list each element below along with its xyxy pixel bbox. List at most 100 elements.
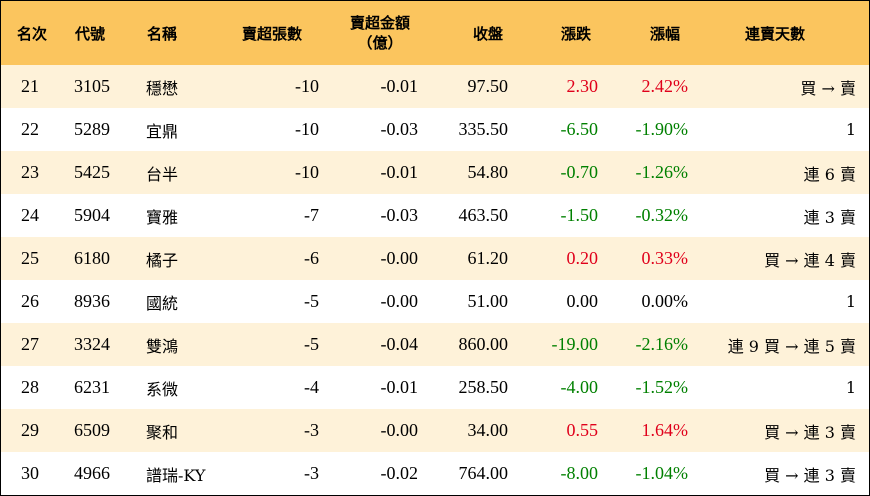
change-cell: 0.00 — [566, 291, 599, 311]
header-code: 代號 — [75, 24, 106, 43]
header-streak: 連賣天數 — [745, 24, 806, 43]
code-cell: 4966 — [74, 463, 110, 483]
close-cell: 764.00 — [458, 463, 509, 483]
lots-cell: -10 — [295, 119, 319, 139]
streak-cell: 1 — [845, 378, 856, 397]
streak-cell: 1 — [845, 292, 856, 311]
lots-cell: -10 — [295, 76, 319, 96]
pct-cell: -0.32% — [635, 205, 689, 225]
pct-cell: -1.26% — [635, 162, 689, 182]
table-row: 25 6180 橘子 -6 -0.00 61.20 0.20 0.33% 買 → 連 4 賣 — [1, 237, 869, 280]
name-cell: 譜瑞-KY — [146, 465, 206, 485]
amount-cell: -0.01 — [380, 162, 419, 182]
lots-cell: -10 — [295, 162, 319, 182]
streak-cell: 買 → 賣 — [800, 78, 856, 98]
name-cell: 國統 — [146, 293, 179, 313]
amount-cell: -0.01 — [380, 76, 419, 96]
lots-cell: -7 — [304, 205, 319, 225]
streak-cell: 買 → 連 3 賣 — [764, 422, 856, 442]
rank-cell: 28 — [21, 377, 39, 397]
close-cell: 61.20 — [467, 248, 509, 268]
amount-cell: -0.04 — [380, 334, 419, 354]
change-cell: -8.00 — [560, 463, 599, 483]
lots-cell: -4 — [304, 377, 319, 397]
rank-cell: 21 — [21, 76, 39, 96]
close-cell: 860.00 — [458, 334, 509, 354]
header-change: 漲跌 — [561, 24, 592, 43]
table-row: 27 3324 雙鴻 -5 -0.04 860.00 -19.00 -2.16% 連 9 買 →… — [1, 323, 869, 366]
streak-cell: 連 6 賣 — [803, 164, 856, 184]
lots-cell: -3 — [304, 463, 319, 483]
change-cell: -1.50 — [560, 205, 599, 225]
code-cell: 5425 — [74, 162, 110, 182]
close-cell: 258.50 — [458, 377, 509, 397]
close-cell: 335.50 — [458, 119, 509, 139]
amount-cell: -0.03 — [380, 119, 419, 139]
pct-cell: -1.04% — [635, 463, 689, 483]
name-cell: 聚和 — [146, 422, 179, 442]
name-cell: 穩懋 — [146, 78, 179, 98]
pct-cell: 0.33% — [641, 248, 689, 268]
table-row: 23 5425 台半 -10 -0.01 54.80 -0.70 -1.26% 連 6 賣 — [1, 151, 869, 194]
pct-cell: 2.42% — [641, 76, 689, 96]
streak-cell: 買 → 連 3 賣 — [764, 465, 856, 485]
table-row: 30 4966 譜瑞-KY -3 -0.02 764.00 -8.00 -1.04% 買 → 連… — [1, 452, 869, 495]
code-cell: 5904 — [74, 205, 110, 225]
name-cell: 寶雅 — [146, 207, 179, 227]
close-cell: 51.00 — [467, 291, 509, 311]
lots-cell: -6 — [304, 248, 319, 268]
change-cell: -19.00 — [551, 334, 599, 354]
code-cell: 6231 — [74, 377, 110, 397]
pct-cell: -1.52% — [635, 377, 689, 397]
close-cell: 54.80 — [467, 162, 509, 182]
name-cell: 橘子 — [146, 250, 179, 270]
pct-cell: 1.64% — [641, 420, 689, 440]
table-row: 24 5904 寶雅 -7 -0.03 463.50 -1.50 -0.32% 連 3 賣 — [1, 194, 869, 237]
header-net-sell-lots: 賣超張數 — [242, 24, 303, 43]
pct-cell: -2.16% — [635, 334, 689, 354]
header-pct-change: 漲幅 — [650, 24, 681, 43]
code-cell: 6180 — [74, 248, 110, 268]
amount-cell: -0.00 — [380, 248, 419, 268]
pct-cell: 0.00% — [641, 291, 689, 311]
close-cell: 34.00 — [467, 420, 509, 440]
table-row: 28 6231 系微 -4 -0.01 258.50 -4.00 -1.52% 1 — [1, 366, 869, 409]
streak-cell: 連 3 賣 — [803, 207, 856, 227]
rank-cell: 27 — [21, 334, 39, 354]
name-cell: 雙鴻 — [146, 336, 179, 356]
rank-cell: 23 — [21, 162, 39, 182]
rank-cell: 24 — [21, 205, 39, 225]
change-cell: -6.50 — [560, 119, 599, 139]
header-net-sell-amount: 賣超金額 （億） — [342, 1, 418, 65]
table-row: 26 8936 國統 -5 -0.00 51.00 0.00 0.00% 1 — [1, 280, 869, 323]
streak-cell: 買 → 連 4 賣 — [764, 250, 856, 270]
rank-cell: 26 — [21, 291, 39, 311]
lots-cell: -3 — [304, 420, 319, 440]
header-name: 名稱 — [147, 24, 178, 43]
lots-cell: -5 — [304, 334, 319, 354]
header-close: 收盤 — [473, 24, 504, 43]
change-cell: 0.20 — [566, 248, 599, 268]
amount-cell: -0.00 — [380, 420, 419, 440]
code-cell: 8936 — [74, 291, 110, 311]
streak-cell: 1 — [845, 120, 856, 139]
rank-cell: 30 — [21, 463, 39, 483]
name-cell: 系微 — [146, 379, 179, 399]
amount-cell: -0.03 — [380, 205, 419, 225]
amount-cell: -0.00 — [380, 291, 419, 311]
pct-cell: -1.90% — [635, 119, 689, 139]
table-header: 名次 代號 名稱 賣超張數 賣超金額 （億） 收盤 漲跌 漲幅 連賣天數 — [1, 1, 869, 66]
rank-cell: 22 — [21, 119, 39, 139]
code-cell: 3105 — [74, 76, 110, 96]
lots-cell: -5 — [304, 291, 319, 311]
close-cell: 463.50 — [458, 205, 509, 225]
amount-cell: -0.02 — [380, 463, 419, 483]
close-cell: 97.50 — [467, 76, 509, 96]
rank-cell: 25 — [21, 248, 39, 268]
rank-cell: 29 — [21, 420, 39, 440]
change-cell: 0.55 — [566, 420, 599, 440]
table-row: 22 5289 宜鼎 -10 -0.03 335.50 -6.50 -1.90% 1 — [1, 108, 869, 151]
header-rank: 名次 — [17, 24, 48, 43]
change-cell: -0.70 — [560, 162, 599, 182]
